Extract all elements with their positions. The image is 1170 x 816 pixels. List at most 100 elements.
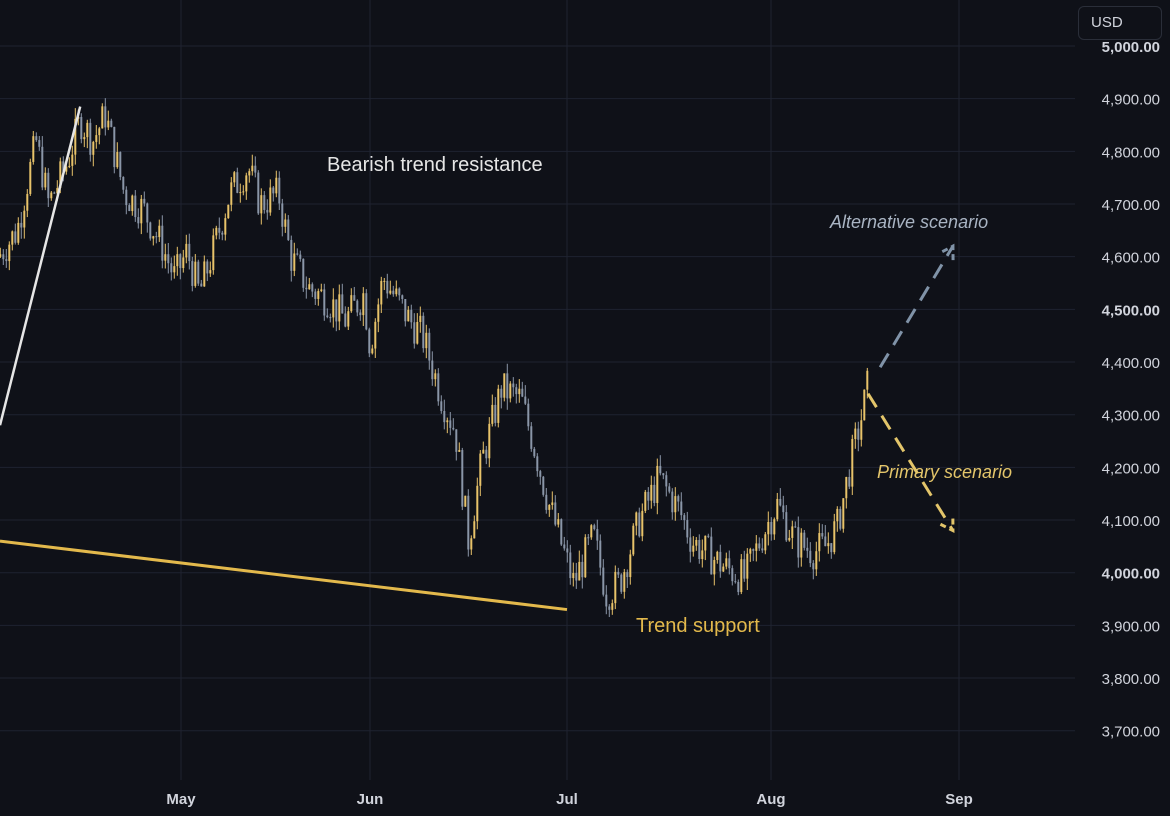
candle-body [794,526,797,528]
candle-body [422,315,425,349]
candle-body [530,426,533,449]
support-trendline[interactable] [0,539,568,612]
candle-body [248,171,251,176]
resistance-trendline[interactable] [0,106,82,426]
candle-body [641,510,644,537]
candle-body [182,257,185,269]
candle-body [395,288,398,295]
candle-body [296,253,299,255]
candle-body [257,172,260,214]
candle-body [836,508,839,522]
candle-body [614,571,617,604]
candle-body [461,450,464,507]
candle-body [5,259,8,262]
candle-body [611,603,614,610]
candle-body [518,388,521,395]
candle-body [374,321,377,349]
candle-body [65,166,68,172]
candle-body [353,295,356,301]
candle-body [200,283,203,287]
candle-body [452,427,455,430]
candle-body [188,243,191,262]
candle-body [128,205,131,212]
alternative-scenario-arrow[interactable] [878,245,955,369]
candle-body [365,293,368,330]
candle-body [323,289,326,316]
candle-body [245,175,248,192]
candle-body [521,388,524,397]
primary-scenario-label: Primary scenario [877,462,1012,482]
y-tick-label: 4,500.00 [1102,302,1160,319]
candle-body [581,561,584,578]
candle-body [410,309,413,323]
candle-body [491,404,494,424]
primary-scenario-arrow[interactable] [866,392,955,532]
candle-body [761,548,764,551]
y-tick-label: 4,900.00 [1102,92,1160,109]
candle-body [338,294,341,322]
candle-body [740,559,743,593]
candle-body [98,128,101,136]
candle-body [482,449,485,454]
y-tick-label: 4,100.00 [1102,513,1160,530]
currency-selector-button[interactable]: USD [1078,6,1162,40]
candle-body [209,270,212,274]
candle-body [26,193,29,211]
candle-body [71,154,74,166]
candle-body [653,484,656,504]
candle-body [737,581,740,593]
candle-body [704,535,707,551]
price-axis[interactable]: 3,700.00 3,800.00 3,900.00 4,000.00 4,100.00… [1102,39,1160,741]
candle-body [161,225,164,261]
candle-body [638,512,641,537]
candle-body [680,501,683,516]
candle-body [341,294,344,314]
candle-body [503,373,506,398]
candle-body [389,290,392,294]
candle-body [287,219,290,240]
candle-body [44,172,47,188]
candle-body [50,192,53,199]
candle-body [719,551,722,572]
candle-body [752,549,755,551]
time-axis[interactable]: May Jun Jul Aug Sep [166,791,972,808]
candle-body [632,525,635,555]
candle-body [755,543,758,551]
candle-body [677,496,680,502]
candle-body [299,254,302,259]
candle-body [602,567,605,595]
candle-body [167,254,170,264]
candle-body [320,289,323,292]
candle-body [587,537,590,539]
candle-body [59,161,62,189]
candle-body [572,573,575,579]
candle-body [506,373,509,399]
candle-body [92,141,95,155]
candle-body [314,291,317,299]
candle-body [674,496,677,513]
candle-body [857,428,860,440]
candle-body [179,254,182,269]
candle-body [629,554,632,578]
candle-body [779,498,782,506]
candle-body [620,574,623,592]
candle-body [212,235,215,271]
candle-body [215,227,218,236]
candle-body [539,471,542,477]
candle-body [548,504,551,510]
candle-body [566,548,569,553]
candle-body [224,218,227,235]
candle-body [722,566,725,572]
candle-body [155,236,158,238]
candle-body [842,498,845,529]
candle-body [623,572,626,592]
candle-body [860,420,863,440]
candle-body [731,568,734,582]
candle-body [617,571,620,575]
candle-body [80,116,83,140]
candle-body [500,388,503,398]
candle-body [197,261,200,284]
candle-body [230,182,233,205]
candle-body [758,543,761,549]
